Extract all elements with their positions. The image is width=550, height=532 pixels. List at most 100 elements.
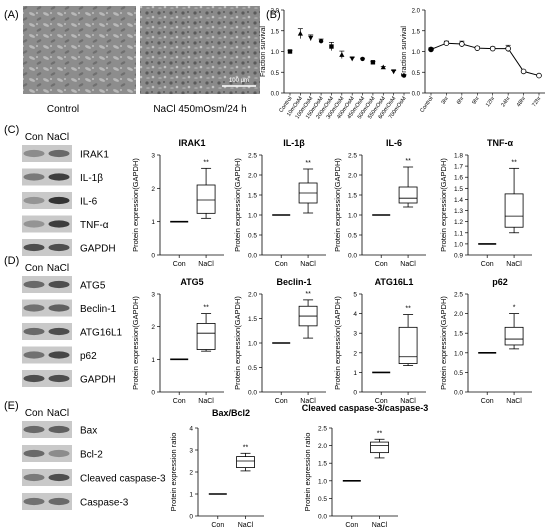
x-tick-label: NaCl: [300, 261, 316, 268]
iqr-box: [504, 326, 524, 346]
blot-band: [48, 425, 70, 434]
x-tick-label: Con: [173, 261, 186, 268]
y-tick-label: 2.5: [248, 153, 257, 160]
y-axis-label: Protein expression(GAPDH): [233, 296, 242, 390]
blot-band-label: Beclin-1: [80, 304, 117, 315]
y-tick-label: 1.5: [248, 193, 257, 200]
y-tick-label: 1: [189, 492, 193, 499]
y-tick-label: 1.5: [271, 29, 280, 35]
blot-band: [48, 243, 70, 252]
y-axis-label: Protein expression ratio: [169, 433, 178, 512]
blot-band-label: Bax: [80, 426, 97, 437]
y-tick-label: 2.0: [318, 443, 327, 450]
iqr-box: [370, 441, 389, 454]
x-tick-label: NaCl: [300, 398, 316, 405]
blot-membrane: [22, 445, 72, 462]
chart-d-atg16l1: ATG16L1 0 1 2 3 4 5 Protein expression(GAPDH) Co…: [333, 277, 426, 405]
y-tick-label: 2.0: [348, 173, 357, 180]
blot-band: [48, 473, 70, 482]
chart-title: Beclin-1: [276, 277, 311, 287]
panel-letter-d: (D): [4, 255, 19, 267]
significance-mark: **: [377, 430, 383, 437]
y-tick-label: 1.5: [318, 461, 327, 468]
data-point: [349, 56, 355, 62]
y-tick-label: 2.5: [348, 153, 357, 160]
y-tick-label: 1.1: [454, 230, 463, 237]
y-tick-label: 0.0: [271, 92, 280, 98]
significance-mark: **: [203, 159, 209, 166]
x-tick-label: Con: [481, 398, 494, 405]
y-tick-label: 1.3: [454, 208, 463, 215]
y-tick-label: 2.0: [271, 9, 280, 15]
blot-band-label: Caspase-3: [80, 498, 129, 509]
data-point: [318, 38, 324, 44]
y-tick-label: 1.5: [454, 331, 463, 338]
blot-band-label: GAPDH: [80, 244, 116, 255]
data-point: [370, 60, 376, 65]
y-tick-label: 2: [189, 470, 193, 477]
blot-band: [23, 327, 45, 336]
blot-band-label: ATG5: [80, 281, 106, 292]
blot-band: [23, 280, 45, 289]
data-point: [297, 30, 303, 36]
blot-band: [23, 351, 45, 359]
y-tick-label: 1.0: [248, 341, 257, 348]
blot-membrane: [22, 299, 72, 317]
blot-c-lane-con: Con: [25, 132, 43, 143]
blot-band-label: IRAK1: [80, 150, 109, 161]
data-point: [380, 64, 386, 70]
y-tick-label: 2.0: [454, 311, 463, 318]
y-tick-label: 1.0: [412, 50, 421, 56]
y-tick-label: 1.5: [348, 193, 357, 200]
y-tick-label: 3: [353, 331, 357, 338]
x-tick-label: Con: [173, 398, 186, 405]
y-tick-label: 1.0: [318, 478, 327, 485]
y-tick-label: 1.4: [454, 197, 463, 204]
y-tick-label: 1.0: [271, 50, 280, 56]
y-tick-label: 3: [151, 153, 155, 160]
data-point: [443, 40, 450, 46]
y-tick-label: 0.0: [318, 514, 327, 521]
significance-mark: **: [405, 158, 411, 165]
scale-bar-label: 100 μm: [229, 78, 249, 84]
iqr-box: [398, 326, 418, 364]
micrograph-control: [23, 6, 136, 94]
data-point: [459, 41, 465, 47]
y-tick-label: 1.2: [454, 219, 463, 226]
y-tick-label: 0: [189, 514, 193, 521]
data-point: [520, 68, 527, 75]
blot-c: IRAK1 IL-1β IL-6 TNF-α GAPDH: [22, 145, 116, 256]
data-point: [401, 73, 407, 78]
y-tick-label: 1.5: [248, 316, 257, 323]
chart-e-baxbcl2: Bax/Bcl2 0 1 2 3 4 Protein expression ratio Con…: [169, 408, 264, 529]
x-tick-label: Con: [375, 398, 388, 405]
blot-band: [23, 173, 45, 181]
x-tick-label: 72hr: [531, 96, 542, 109]
y-tick-label: 0.0: [248, 253, 257, 260]
y-axis-label: Protein expression(GAPDH): [131, 158, 140, 252]
y-tick-label: 4: [353, 311, 357, 318]
blot-d-lane-nacl: NaCl: [47, 263, 69, 274]
blot-band-label: TNF-α: [80, 220, 109, 231]
y-tick-label: 3: [189, 448, 193, 455]
iqr-box: [236, 456, 255, 469]
blot-band: [48, 497, 70, 506]
micrograph-label-nacl: NaCl 450mOsm/24 h: [153, 104, 246, 115]
blot-membrane: [22, 370, 72, 387]
blot-band: [48, 173, 70, 181]
chart-c-il1b: IL-1β 0.0 0.5 1.0 1.5 2.0 2.5 Protein expressio…: [233, 138, 326, 268]
data-point: [489, 45, 496, 52]
chart-d-beclin1: Beclin-1 0.0 0.5 1.0 1.5 2.0 Protein expressio…: [233, 277, 326, 405]
micrograph-label-control: Control: [47, 104, 79, 115]
data-point: [360, 56, 365, 62]
blot-band: [48, 280, 70, 289]
y-tick-label: 0.5: [318, 496, 327, 503]
blot-membrane: [22, 192, 72, 209]
y-tick-label: 2.0: [248, 292, 257, 299]
blot-band: [23, 425, 45, 434]
y-tick-label: 2: [151, 186, 155, 193]
x-tick-label: NaCl: [198, 261, 214, 268]
blot-band-label: IL-6: [80, 197, 98, 208]
data-point: [536, 72, 542, 79]
blot-band: [48, 449, 70, 458]
